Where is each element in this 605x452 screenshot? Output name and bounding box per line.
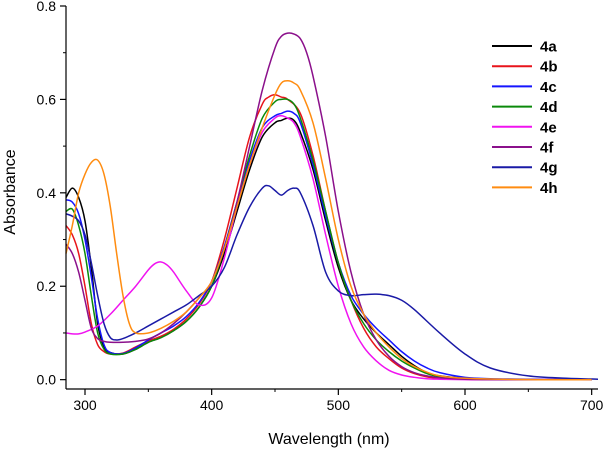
legend-label-4c: 4c	[540, 79, 557, 96]
legend-label-4e: 4e	[540, 119, 557, 136]
series-line-4g	[65, 184, 599, 380]
legend-label-4f: 4f	[540, 140, 554, 157]
series-line-4b	[65, 93, 592, 381]
legend-label-4h: 4h	[540, 180, 558, 197]
series-line-4e	[65, 114, 592, 381]
series-layer	[65, 32, 599, 381]
y-axis-title: Absorbance	[2, 149, 19, 234]
x-tick-label: 500	[327, 397, 351, 413]
legend-label-4b: 4b	[540, 59, 558, 76]
x-tick-label: 400	[200, 397, 224, 413]
series-line-4h	[65, 79, 592, 381]
y-tick-label: 0.2	[37, 278, 57, 294]
y-tick-label: 0.6	[37, 91, 57, 107]
series-line-4d	[65, 98, 592, 381]
x-tick-label: 300	[73, 397, 97, 413]
y-tick-label: 0.4	[37, 185, 57, 201]
legend-label-4a: 4a	[540, 39, 557, 56]
series-line-4f	[65, 32, 592, 381]
legend-label-4g: 4g	[540, 160, 558, 177]
legend-label-4d: 4d	[540, 99, 558, 116]
y-tick-label: 0.8	[37, 0, 57, 14]
ticks-layer: 300 400 500 600 700 0.0 0.2 0.4 0.6 0.8	[37, 0, 604, 413]
x-axis-title: Wavelength (nm)	[268, 431, 389, 448]
axes-layer	[65, 6, 598, 390]
y-tick-label: 0.0	[37, 372, 57, 388]
x-tick-label: 700	[580, 397, 604, 413]
legend: 4a 4b 4c 4d 4e 4f 4g 4h	[492, 39, 558, 197]
series-line-4c	[65, 110, 592, 381]
x-tick-label: 600	[453, 397, 477, 413]
